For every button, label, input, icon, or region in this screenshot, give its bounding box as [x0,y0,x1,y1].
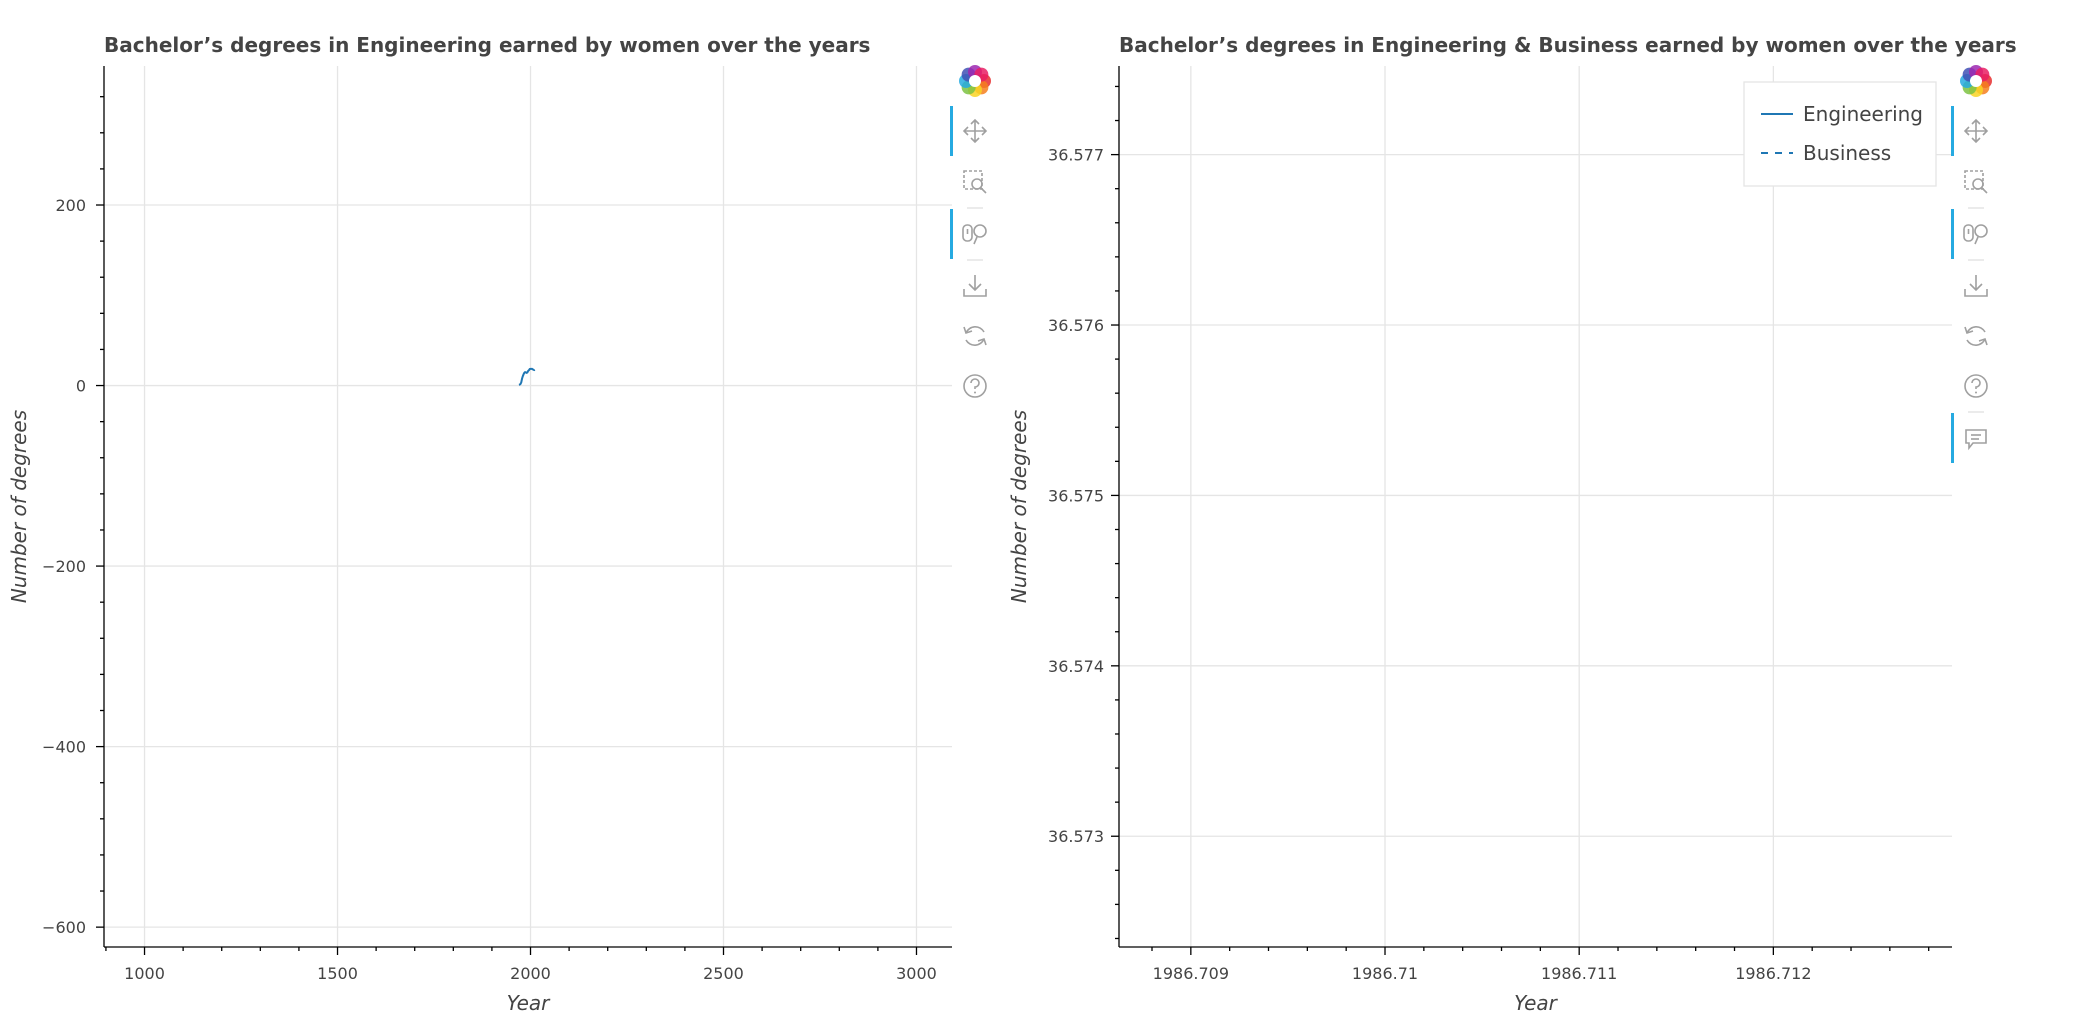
chart-title: Bachelor’s degrees in Engineering earned… [104,33,870,57]
y-tick-label: 0 [76,377,86,396]
reset-icon[interactable] [1952,311,2000,361]
y-tick-label: 200 [55,196,86,215]
x-tick-label: 3000 [896,964,937,983]
active-tool-indicator [1951,209,1954,259]
x-tick-label: 1986.711 [1541,964,1617,983]
x-tick-label: 1500 [317,964,358,983]
y-axis-label: Number of degrees [1007,410,1031,603]
active-tool-indicator [1951,413,1954,463]
active-tool-indicator [950,106,953,156]
x-axis-label: Year [1514,991,1559,1015]
x-tick-label: 2500 [703,964,744,983]
chart-engineering-business: Bachelor’s degrees in Engineering & Busi… [1007,33,2017,1015]
toolbar-left [950,65,999,411]
y-tick-label: −600 [42,918,86,937]
box-zoom-icon[interactable] [951,157,999,207]
bokeh-logo-icon[interactable] [1960,65,1992,97]
hover-icon[interactable] [1952,413,2000,463]
y-tick-label: −400 [42,738,86,757]
pan-icon[interactable] [951,106,999,156]
reset-icon[interactable] [951,311,999,361]
bokeh-logo-icon[interactable] [959,65,991,97]
wheel-zoom-icon[interactable] [1952,209,2000,259]
box-zoom-icon[interactable] [1952,157,2000,207]
y-tick-label: 36.575 [1048,486,1104,505]
save-icon[interactable] [1952,261,2000,311]
y-tick-label: −200 [42,557,86,576]
legend-box [1743,81,1937,187]
chart-title: Bachelor’s degrees in Engineering & Busi… [1119,33,2017,57]
x-tick-label: 1986.71 [1352,964,1418,983]
x-tick-label: 2000 [510,964,551,983]
help-icon[interactable] [951,361,999,411]
x-tick-label: 1986.712 [1735,964,1811,983]
toolbar-right [1951,65,2000,463]
chart-engineering: Bachelor’s degrees in Engineering earned… [7,33,952,1015]
y-tick-label: 36.576 [1048,316,1104,335]
active-tool-indicator [950,209,953,259]
help-icon[interactable] [1952,361,2000,411]
legend-entry: Business [1803,141,1891,165]
save-icon[interactable] [951,261,999,311]
y-tick-label: 36.574 [1048,657,1104,676]
x-axis-label: Year [507,991,552,1015]
pan-icon[interactable] [1952,106,2000,156]
y-axis-label: Number of degrees [7,410,31,603]
legend-entry: Engineering [1803,102,1923,126]
legend: Engineering Business [1743,81,1937,187]
y-tick-label: 36.577 [1048,146,1104,165]
x-tick-label: 1000 [124,964,165,983]
wheel-zoom-icon[interactable] [951,209,999,259]
x-tick-label: 1986.709 [1153,964,1229,983]
active-tool-indicator [1951,106,1954,156]
y-tick-label: 36.573 [1048,827,1104,846]
series-line [518,367,536,386]
